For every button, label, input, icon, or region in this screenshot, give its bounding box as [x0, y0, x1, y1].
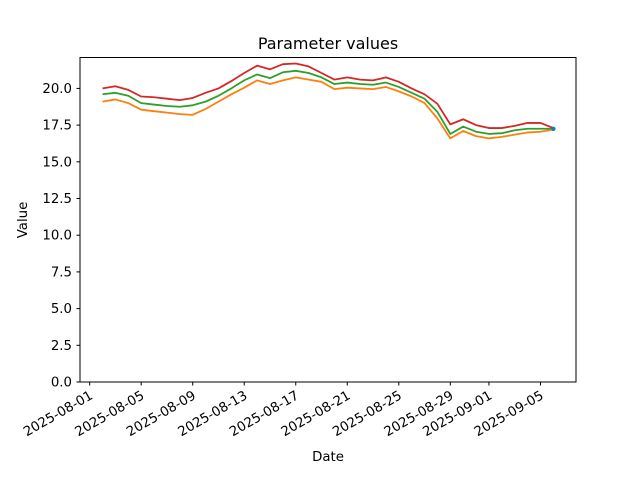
series-red-line [102, 62, 554, 129]
chart-series [102, 62, 556, 140]
y-tick-label: 17.5 [42, 119, 72, 134]
y-tick-label: 0.0 [51, 376, 72, 391]
plot-area-border [79, 57, 577, 383]
y-tick-label: 12.5 [42, 192, 72, 207]
y-tick-label: 2.5 [51, 339, 72, 354]
series-orange-line [102, 76, 554, 140]
chart-title: Parameter values [258, 34, 398, 53]
y-axis-label: Value [16, 202, 31, 239]
y-tick-label: 10.0 [42, 229, 72, 244]
y-tick-label: 7.5 [51, 265, 72, 280]
y-tick-label: 5.0 [51, 302, 72, 317]
x-axis-label: Date [312, 450, 344, 465]
y-axis-ticks: 0.0 2.5 5.0 7.5 10.0 12.5 15.0 17.5 20.0 [42, 82, 80, 391]
x-axis-ticks: 2025-08-012025-08-052025-08-092025-08-13… [21, 382, 546, 440]
y-tick-label: 15.0 [42, 155, 72, 170]
series-green-line [102, 69, 554, 135]
y-tick-label: 20.0 [42, 82, 72, 97]
end-point-marker [551, 126, 556, 131]
